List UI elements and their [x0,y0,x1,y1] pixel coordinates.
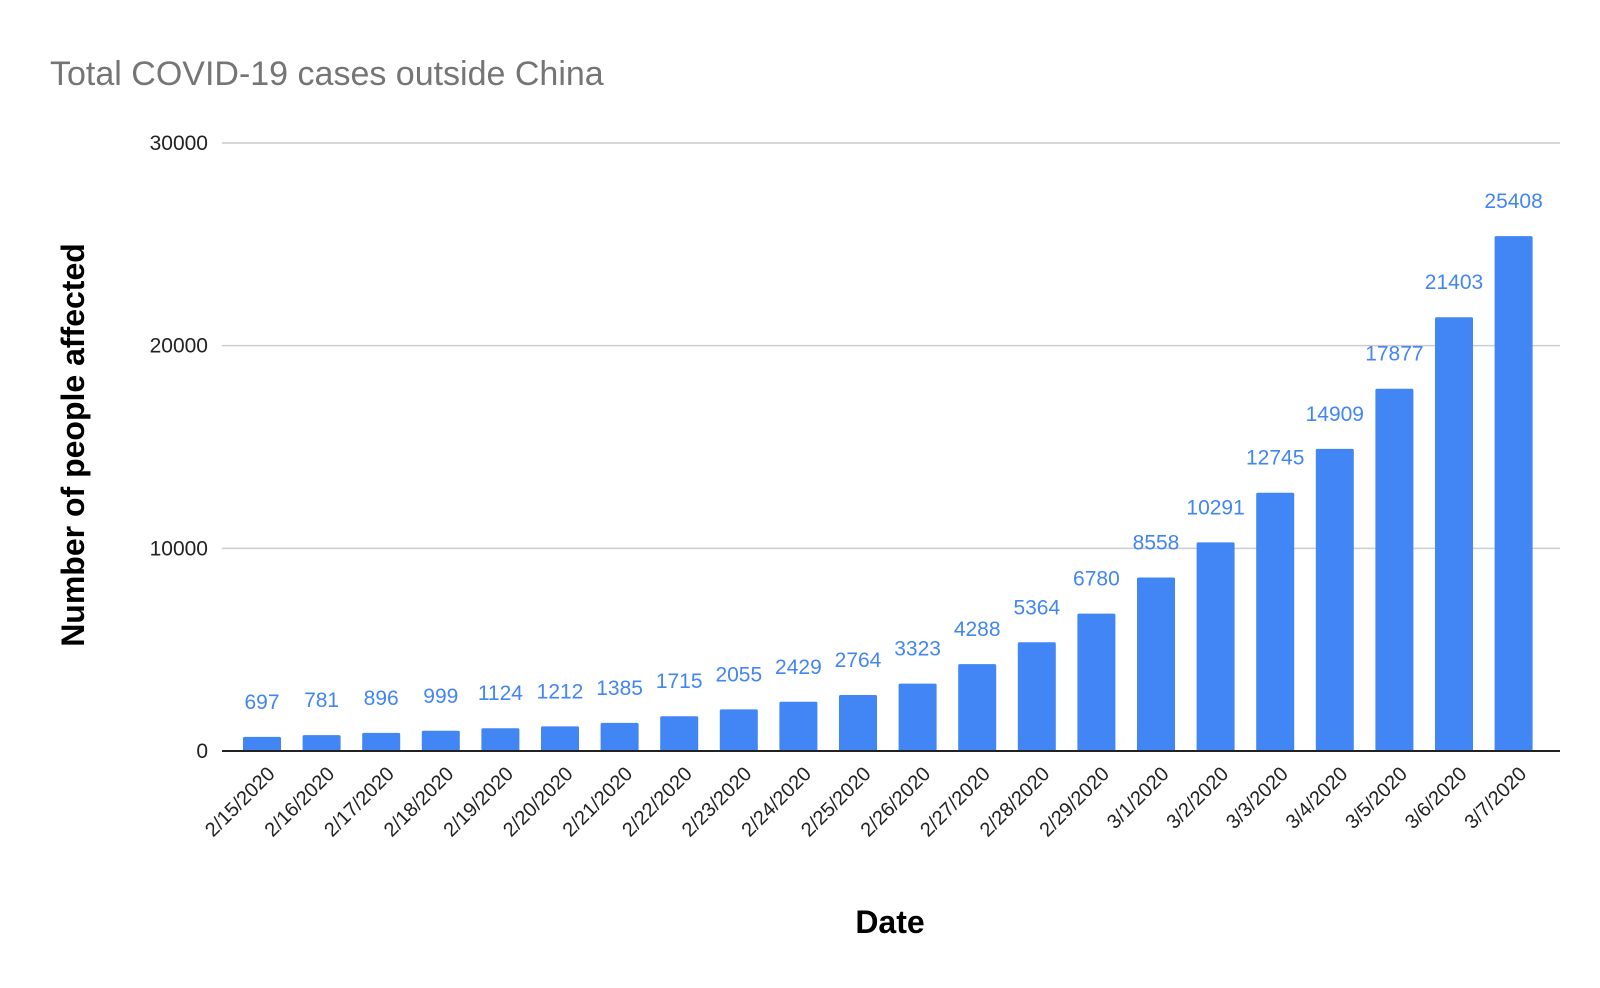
bar [1017,642,1056,751]
data-label: 17877 [1365,343,1423,366]
y-axis-label: Number of people affected [55,243,91,647]
bar [779,701,818,751]
data-label: 6780 [1073,568,1120,591]
data-label: 2055 [715,663,762,686]
x-tick-label: 3/2/2020 [1163,763,1234,834]
data-label: 10291 [1186,496,1244,519]
y-axis-ticks: 0 10000 20000 30000 [150,132,208,763]
data-label: 2429 [775,656,822,679]
data-label: 1212 [537,680,584,703]
bar [1137,577,1175,751]
data-label: 14909 [1306,403,1364,426]
bars [243,236,1533,752]
bar [600,722,639,751]
data-label: 1715 [656,670,703,693]
data-label: 896 [364,687,399,710]
bar [421,730,460,751]
data-label: 25408 [1484,190,1542,213]
x-axis-ticks: 2/15/20202/16/20202/17/20202/18/20202/19… [201,763,1531,841]
data-label: 2764 [835,649,882,672]
data-label: 8558 [1133,532,1180,555]
bar [719,709,758,751]
y-tick-label: 0 [196,740,208,763]
data-label: 21403 [1425,271,1483,294]
bar [1435,317,1473,751]
y-tick-label: 30000 [150,132,208,155]
data-label: 12745 [1246,447,1304,470]
bar [541,726,579,751]
bar [1494,236,1533,752]
bar [481,728,520,751]
bar [243,736,281,751]
data-label: 697 [244,691,279,714]
bar [1315,448,1354,751]
bar [302,735,341,751]
x-tick-label: 3/6/2020 [1401,763,1472,834]
x-tick-label: 3/5/2020 [1341,763,1412,834]
data-label: 999 [423,685,458,708]
bar [958,664,997,751]
bar [1256,492,1295,751]
x-tick-label: 3/7/2020 [1461,763,1532,834]
y-tick-label: 20000 [150,335,208,358]
data-label: 781 [304,689,339,712]
x-tick-label: 3/3/2020 [1222,763,1293,834]
bar [660,716,699,751]
y-tick-label: 10000 [150,537,208,560]
data-label: 4288 [954,618,1001,641]
bar [839,694,877,751]
data-labels: 697 781 896 999 1124 1212 1385 1715 2055 2429 2764… [244,190,1542,714]
chart-title: Total COVID-19 cases outside China [50,55,604,93]
bar [1196,542,1235,751]
x-tick-label: 3/1/2020 [1103,763,1174,834]
gridlines [222,142,1560,550]
data-label: 1124 [478,682,523,705]
bar [1375,388,1414,751]
x-axis-label: Date [855,904,924,940]
bar [362,732,401,751]
data-label: 5364 [1013,596,1060,619]
data-label: 1385 [596,677,643,700]
data-label: 3323 [894,638,941,661]
bar [1077,613,1116,751]
bar [898,683,937,751]
x-tick-label: 3/4/2020 [1282,763,1353,834]
